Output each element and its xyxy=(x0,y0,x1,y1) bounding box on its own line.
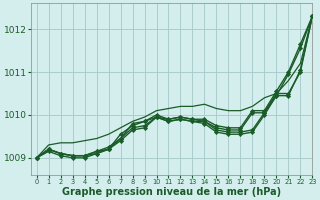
X-axis label: Graphe pression niveau de la mer (hPa): Graphe pression niveau de la mer (hPa) xyxy=(62,187,281,197)
